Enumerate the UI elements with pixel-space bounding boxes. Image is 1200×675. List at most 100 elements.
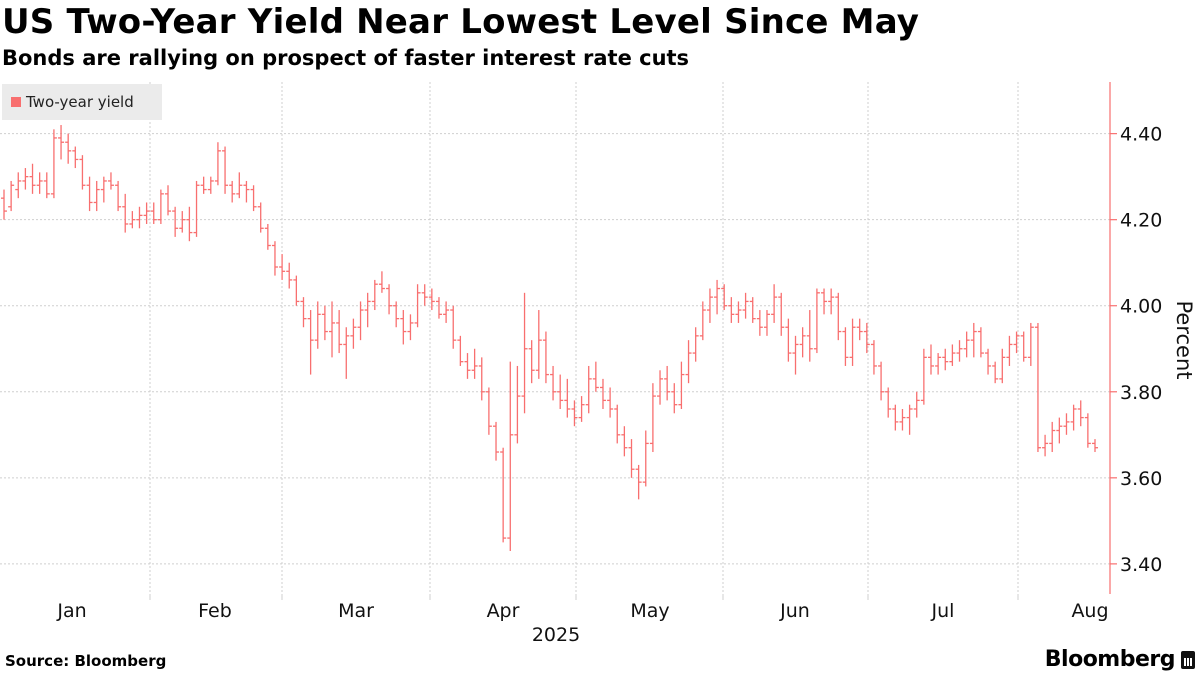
ohlc-bar: [699, 301, 706, 341]
chart-subtitle: Bonds are rallying on prospect of faster…: [2, 46, 690, 70]
x-tick-label: Apr: [487, 600, 520, 622]
ohlc-bar: [778, 292, 785, 336]
ohlc-bar: [614, 404, 621, 444]
chart-gridlines: [0, 82, 1110, 594]
ohlc-bar: [165, 185, 172, 216]
ohlc-bar: [329, 301, 336, 358]
ohlc-bar: [286, 262, 293, 289]
ohlc-bar: [150, 202, 157, 224]
ohlc-bar: [1034, 322, 1041, 453]
ohlc-bar: [842, 327, 849, 366]
ohlc-bar: [692, 327, 699, 362]
ohlc-bar: [500, 447, 507, 543]
ohlc-bar: [393, 301, 400, 328]
ohlc-bar: [314, 301, 321, 349]
ohlc-bar: [300, 297, 307, 328]
ohlc-bar: [450, 305, 457, 349]
ohlc-series: [1, 125, 1098, 551]
x-tick-label: Aug: [1071, 600, 1108, 622]
ohlc-bar: [550, 365, 557, 401]
x-axis-year-label: 2025: [532, 624, 580, 646]
ohlc-bar: [749, 297, 756, 323]
ohlc-bar: [657, 370, 664, 405]
ohlc-bar: [863, 322, 870, 354]
ohlc-bar: [186, 206, 193, 242]
ohlc-bar: [193, 180, 200, 237]
chart-title: US Two-Year Yield Near Lowest Level Sinc…: [2, 2, 920, 42]
ohlc-bar: [664, 365, 671, 401]
legend-swatch: [11, 97, 21, 107]
ohlc-bar: [706, 288, 713, 323]
ohlc-bar: [771, 284, 778, 323]
ohlc-bar: [585, 365, 592, 414]
ohlc-bar: [963, 331, 970, 358]
ohlc-bar: [293, 275, 300, 306]
ohlc-bar: [1006, 335, 1013, 366]
ohlc-bar: [578, 396, 585, 422]
x-tick-label: Jul: [931, 600, 955, 622]
legend-label: Two-year yield: [26, 93, 134, 111]
ohlc-bar: [250, 185, 257, 212]
ohlc-bar: [279, 254, 286, 280]
ohlc-bar: [763, 310, 770, 336]
brand-logo: Bloomberg: [1045, 647, 1195, 672]
ohlc-bar: [435, 297, 442, 319]
ohlc-bar: [856, 318, 863, 341]
ohlc-bar: [514, 365, 521, 444]
ohlc-bar: [685, 340, 692, 384]
ohlc-bar: [257, 202, 264, 233]
ohlc-bar: [321, 305, 328, 341]
ohlc-bar: [36, 172, 43, 194]
ohlc-bar: [1042, 434, 1049, 457]
ohlc-bar: [528, 340, 535, 384]
ohlc-bar: [100, 176, 107, 203]
ohlc-bar: [849, 318, 856, 366]
ohlc-bar: [421, 284, 428, 306]
ohlc-bar: [806, 310, 813, 362]
ohlc-bar: [378, 271, 385, 293]
ohlc-bar: [835, 292, 842, 341]
ohlc-bar: [735, 301, 742, 323]
x-tick-label: Feb: [198, 600, 232, 622]
ohlc-bar: [564, 378, 571, 418]
y-tick-label: 4.00: [1120, 296, 1162, 318]
ohlc-bar: [970, 322, 977, 358]
ohlc-bar: [635, 464, 642, 500]
ohlc-bar: [343, 327, 350, 379]
ohlc-bar: [29, 163, 36, 194]
ohlc-bar: [414, 284, 421, 328]
ohlc-bar: [1013, 331, 1020, 354]
ohlc-bar: [649, 383, 656, 453]
ohlc-bar: [592, 361, 599, 392]
ohlc-bar: [200, 176, 207, 194]
ohlc-bar: [136, 206, 143, 229]
ohlc-bar: [949, 344, 956, 366]
ohlc-bar: [599, 378, 606, 409]
ohlc-bar: [43, 172, 50, 199]
ohlc-bar: [400, 310, 407, 345]
ohlc-bar: [542, 331, 549, 384]
ohlc-bar: [557, 374, 564, 409]
legend: Two-year yield: [2, 84, 162, 120]
ohlc-bar: [485, 387, 492, 435]
ohlc-bar: [828, 288, 835, 315]
bloomberg-chart-icon: [1181, 650, 1195, 669]
ohlc-bar: [407, 314, 414, 341]
ohlc-bar: [906, 404, 913, 435]
y-axis: 4.40 4.20 4.00 3.80 3.60 3.40 Percent: [1109, 82, 1196, 594]
ohlc-bar: [1063, 413, 1070, 435]
brand-name: Bloomberg: [1044, 647, 1176, 672]
ohlc-bar: [977, 327, 984, 358]
ohlc-bar: [457, 335, 464, 366]
ohlc-bar: [878, 361, 885, 401]
ohlc-bar: [678, 361, 685, 409]
ohlc-bar: [1049, 421, 1056, 453]
ohlc-bar: [1070, 404, 1077, 431]
ohlc-bar: [50, 129, 57, 199]
ohlc-bar: [179, 211, 186, 233]
ohlc-bar: [792, 335, 799, 375]
x-tick-label: Jun: [779, 600, 810, 622]
ohlc-bar: [756, 310, 763, 336]
ohlc-bar: [464, 353, 471, 379]
